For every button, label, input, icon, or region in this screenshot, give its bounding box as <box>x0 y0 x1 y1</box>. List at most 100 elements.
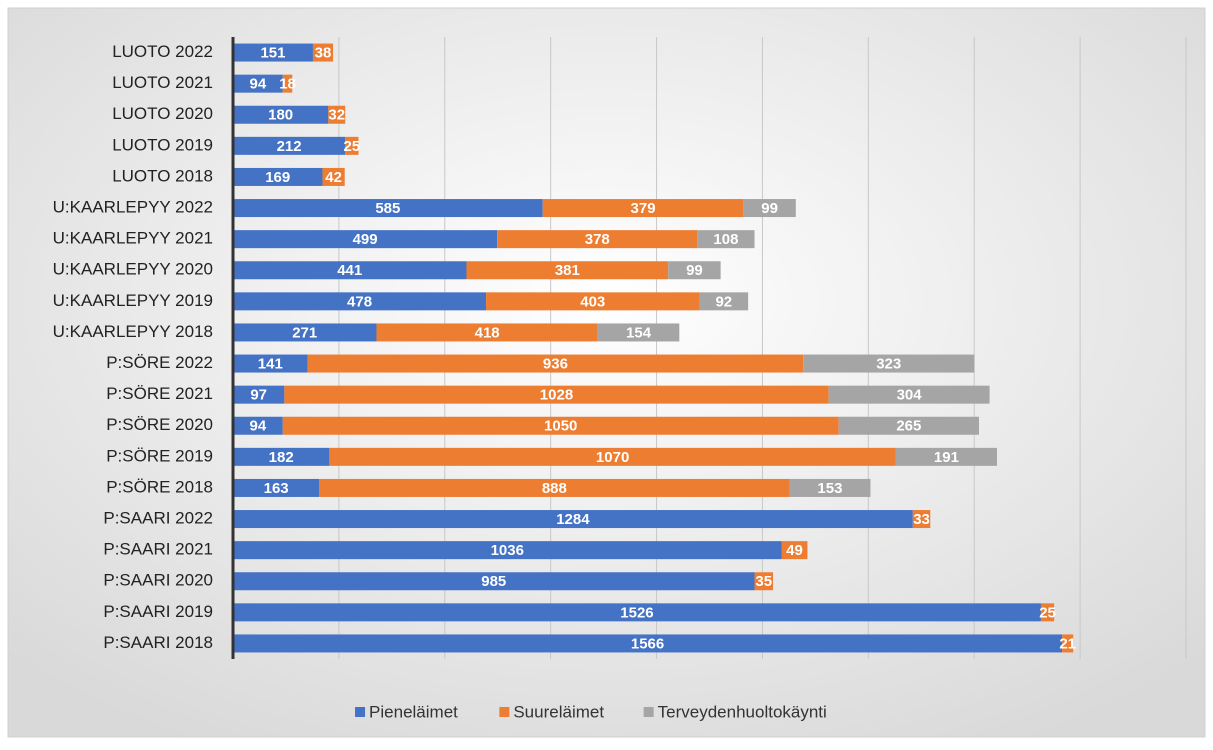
data-label: 154 <box>626 324 652 341</box>
legend-swatch <box>499 707 510 717</box>
bar-segment <box>233 167 323 186</box>
bar-segment <box>895 447 997 466</box>
bar-segment <box>233 572 755 591</box>
bar-segment <box>803 354 975 373</box>
data-label: 94 <box>250 76 267 93</box>
legend-label: Suureläimet <box>513 702 604 721</box>
bar-segment <box>668 261 721 280</box>
data-label: 21 <box>1059 635 1076 652</box>
bar-segment <box>284 385 829 404</box>
data-label: 169 <box>265 169 290 186</box>
data-label: 99 <box>686 262 703 279</box>
bar-segment <box>233 354 308 373</box>
data-label: 33 <box>913 511 930 528</box>
bar-segment <box>376 323 598 342</box>
data-label: 108 <box>713 231 738 248</box>
bar-segment <box>789 478 871 497</box>
data-label: 1566 <box>631 635 664 652</box>
bar-segment <box>1062 634 1074 653</box>
data-label: 478 <box>347 293 372 310</box>
y-tick-label: P:SAARI 2020 <box>103 571 213 590</box>
bar-segment <box>233 261 467 280</box>
y-tick-label: U:KAARLEPYY 2020 <box>53 260 213 279</box>
data-label: 42 <box>325 169 342 186</box>
bar-segment <box>699 292 749 311</box>
legend-swatch <box>643 707 654 717</box>
y-tick-label: LUOTO 2022 <box>112 42 213 61</box>
bar-segment <box>1040 603 1055 622</box>
bar-segment <box>597 323 680 342</box>
bar-segment <box>233 74 283 93</box>
y-tick-label: P:SAARI 2021 <box>103 540 213 559</box>
y-tick-label: P:SÖRE 2022 <box>106 353 213 372</box>
data-label: 1284 <box>556 511 590 528</box>
data-label: 153 <box>817 480 842 497</box>
data-label: 265 <box>896 418 921 435</box>
bar-segment <box>233 43 313 62</box>
bar-segment <box>322 167 345 186</box>
data-label: 403 <box>580 293 605 310</box>
data-label: 99 <box>761 200 778 217</box>
data-label: 888 <box>542 480 567 497</box>
bar-segment <box>282 74 293 93</box>
y-tick-label: P:SÖRE 2018 <box>106 477 213 496</box>
data-label: 379 <box>631 200 656 217</box>
data-label: 92 <box>715 293 732 310</box>
bar-segment <box>282 416 839 435</box>
bar-segment <box>233 105 329 124</box>
bar-segment <box>743 199 796 218</box>
bar-segment <box>233 510 913 529</box>
bar-segment <box>233 603 1041 622</box>
y-tick-label: U:KAARLEPYY 2022 <box>53 198 213 217</box>
bar-segment <box>233 136 346 155</box>
data-label: 1028 <box>540 387 573 404</box>
data-label: 499 <box>353 231 378 248</box>
data-label: 1036 <box>491 542 524 559</box>
data-label: 25 <box>344 138 361 155</box>
data-label: 141 <box>258 356 283 373</box>
bar-segment <box>754 572 774 591</box>
data-label: 25 <box>1039 604 1056 621</box>
bar-segment <box>233 478 320 497</box>
data-label: 49 <box>786 542 803 559</box>
data-label: 182 <box>269 449 294 466</box>
bar-segment <box>233 323 377 342</box>
data-label: 585 <box>375 200 400 217</box>
data-label: 38 <box>315 45 332 62</box>
y-tick-label: P:SÖRE 2020 <box>106 415 213 434</box>
bar-segment <box>781 541 808 560</box>
bar-segment <box>233 385 285 404</box>
y-tick-label: P:SAARI 2022 <box>103 509 213 528</box>
legend-label: Pieneläimet <box>369 702 458 721</box>
bar-segment <box>307 354 804 373</box>
bar-segment <box>233 199 543 218</box>
bar-segment <box>233 634 1063 653</box>
data-label: 191 <box>934 449 959 466</box>
y-tick-label: P:SAARI 2019 <box>103 602 213 621</box>
bar-segment <box>233 541 782 560</box>
data-label: 163 <box>264 480 289 497</box>
data-label: 35 <box>755 573 772 590</box>
bar-segment <box>329 447 896 466</box>
bar-segment <box>233 447 330 466</box>
data-label: 323 <box>876 356 901 373</box>
data-label: 180 <box>268 107 293 124</box>
bar-segment <box>233 292 487 311</box>
bar-segment <box>828 385 990 404</box>
bar-segment <box>497 230 698 249</box>
y-tick-label: U:KAARLEPYY 2018 <box>53 322 213 341</box>
legend-label: Terveydenhuoltokäynti <box>658 702 827 721</box>
bar-segment <box>838 416 979 435</box>
bar-segment <box>345 136 359 155</box>
bar-segment <box>486 292 700 311</box>
data-label: 441 <box>337 262 362 279</box>
bar-segment <box>697 230 755 249</box>
y-tick-label: LUOTO 2018 <box>112 166 213 185</box>
data-label: 936 <box>543 356 568 373</box>
y-tick-label: P:SÖRE 2021 <box>106 384 213 403</box>
y-tick-label: LUOTO 2019 <box>112 135 213 154</box>
y-tick-label: P:SÖRE 2019 <box>106 446 213 465</box>
legend-swatch <box>355 707 366 717</box>
data-label: 378 <box>585 231 610 248</box>
